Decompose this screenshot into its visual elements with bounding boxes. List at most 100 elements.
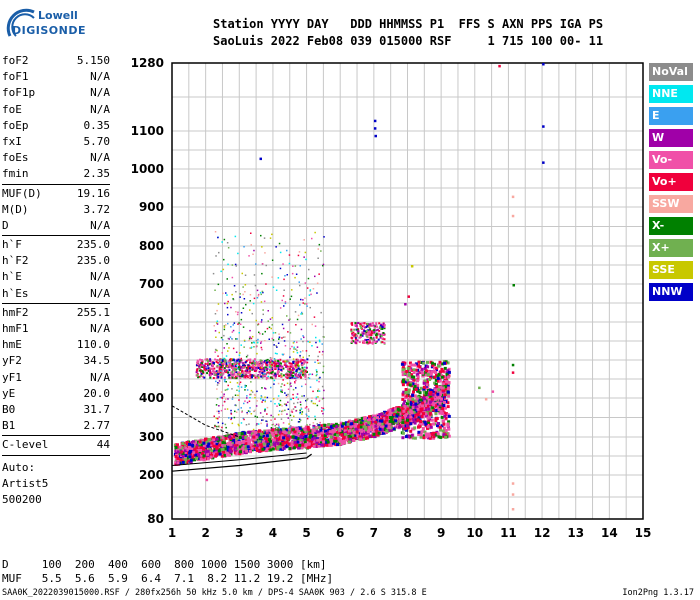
x-tick-label: 14 bbox=[601, 526, 618, 540]
param-value: 5.70 bbox=[83, 134, 111, 148]
param-row-yf1: yF1 N/A bbox=[2, 370, 110, 386]
param-value: N/A bbox=[90, 286, 110, 300]
y-tick-label: 700 bbox=[139, 277, 164, 291]
param-name: B0 bbox=[2, 402, 16, 416]
param-value: 19.16 bbox=[76, 186, 110, 200]
param-value: 44 bbox=[96, 438, 110, 452]
param-name: foEs bbox=[2, 151, 29, 165]
y-tick-label: 300 bbox=[139, 430, 164, 444]
param-name: hmF2 bbox=[2, 305, 29, 319]
muf-row: MUF 5.5 5.6 5.9 6.4 7.1 8.2 11.2 19.2 [M… bbox=[2, 572, 334, 585]
param-row-hf2: h`F2 235.0 bbox=[2, 253, 110, 269]
param-row-fof1p: foF1p N/A bbox=[2, 85, 110, 101]
legend-entry-x: X- bbox=[649, 217, 693, 235]
station-header: Station YYYY DAY DDD HHMMSS P1 FFS S AXN… bbox=[213, 16, 603, 50]
param-name: foE bbox=[2, 102, 22, 116]
param-name: hmF1 bbox=[2, 322, 29, 335]
param-row-yf2: yF2 34.5 bbox=[2, 353, 110, 369]
x-tick-label: 13 bbox=[567, 526, 584, 540]
param-row-clevel: C-level 44 bbox=[2, 437, 110, 453]
param-row-b0: B0 31.7 bbox=[2, 402, 110, 418]
y-tick-label: 80 bbox=[147, 512, 164, 526]
profile-line-upper bbox=[171, 452, 307, 466]
param-separator bbox=[2, 454, 110, 456]
x-tick-label: 3 bbox=[235, 526, 243, 540]
x-tick-label: 11 bbox=[500, 526, 517, 540]
legend-entry-e: E bbox=[649, 107, 693, 125]
param-row-mufd: MUF(D) 19.16 bbox=[2, 186, 110, 202]
muf-distance-table: D 100 200 400 600 800 1000 1500 3000 [km… bbox=[2, 558, 333, 586]
y-tick-label: 600 bbox=[139, 315, 164, 329]
param-row-foep: foEp 0.35 bbox=[2, 118, 110, 134]
param-value: 20.0 bbox=[83, 386, 111, 400]
plot-frame bbox=[171, 62, 644, 520]
y-tick-label: 400 bbox=[139, 391, 164, 405]
param-row-fxi: fxI 5.70 bbox=[2, 134, 110, 150]
param-row-d: D N/A bbox=[2, 218, 110, 234]
param-row-fof1: foF1 N/A bbox=[2, 69, 110, 85]
param-value: 235.0 bbox=[76, 254, 110, 268]
param-value: N/A bbox=[90, 370, 110, 384]
param-name: C-level bbox=[2, 438, 49, 452]
lowell-digisonde-logo bbox=[4, 6, 78, 42]
param-row-foes: foEs N/A bbox=[2, 150, 110, 166]
param-separator bbox=[2, 183, 110, 185]
true-height-profile-line bbox=[171, 453, 312, 472]
param-name: D bbox=[2, 218, 9, 232]
param-name: foEp bbox=[2, 118, 29, 132]
param-name: M(D) bbox=[2, 202, 29, 216]
param-separator bbox=[2, 435, 110, 437]
legend-entry-ssw: SSW bbox=[649, 195, 693, 213]
param-name: B1 bbox=[2, 419, 16, 433]
param-name: h`E bbox=[2, 270, 22, 284]
header-values: SaoLuis 2022 Feb08 039 015000 RSF 1 715 … bbox=[213, 34, 604, 48]
x-tick-label: 12 bbox=[534, 526, 551, 540]
legend-entry-vo: Vo+ bbox=[649, 173, 693, 191]
param-row-foe: foE N/A bbox=[2, 102, 110, 118]
x-tick-label: 8 bbox=[403, 526, 411, 540]
param-row-hf: h`F 235.0 bbox=[2, 237, 110, 253]
x-tick-label: 7 bbox=[370, 526, 378, 540]
param-name: yF1 bbox=[2, 370, 22, 384]
legend-entry-x: X+ bbox=[649, 239, 693, 257]
param-separator bbox=[2, 235, 110, 237]
param-name: fxI bbox=[2, 134, 22, 148]
y-tick-label: 1280 bbox=[131, 56, 164, 70]
param-value: 255.1 bbox=[76, 305, 110, 319]
param-row-b1: B1 2.77 bbox=[2, 418, 110, 434]
y-tick-label: 1000 bbox=[131, 162, 164, 176]
scaled-parameters-panel: foF2 5.150 foF1 N/A foF1p N/A foE N/A foEp 0.35 fx… bbox=[2, 53, 110, 508]
header-labels: Station YYYY DAY DDD HHMMSS P1 FFS S AXN… bbox=[213, 17, 604, 31]
profile-line-dashed bbox=[171, 405, 240, 438]
autoscale-line2: Artist5 bbox=[2, 476, 49, 490]
param-row-hme: hmE 110.0 bbox=[2, 337, 110, 353]
autoscale-line1: Auto: bbox=[2, 460, 36, 474]
param-value: 2.77 bbox=[83, 419, 111, 433]
autoscale-line3: 500200 bbox=[2, 492, 42, 506]
param-value: N/A bbox=[90, 86, 110, 100]
param-row-fmin: fmin 2.35 bbox=[2, 166, 110, 182]
param-value: N/A bbox=[90, 270, 110, 284]
param-value: 235.0 bbox=[76, 238, 110, 252]
distance-row: D 100 200 400 600 800 1000 1500 3000 [km… bbox=[2, 558, 327, 571]
legend-entry-vo: Vo- bbox=[649, 151, 693, 169]
x-tick-label: 2 bbox=[201, 526, 209, 540]
param-name: yF2 bbox=[2, 354, 22, 368]
param-value: N/A bbox=[90, 70, 110, 84]
software-version: Ion2Png 1.3.17 bbox=[622, 588, 694, 598]
param-name: h`F2 bbox=[2, 254, 29, 268]
param-name: yE bbox=[2, 386, 16, 400]
y-tick-label: 1100 bbox=[131, 124, 164, 138]
param-name: h`Es bbox=[2, 286, 29, 300]
param-row-hmf2: hmF2 255.1 bbox=[2, 305, 110, 321]
param-row-ye: yE 20.0 bbox=[2, 386, 110, 402]
param-name: h`F bbox=[2, 238, 22, 252]
logo-arc-icon bbox=[6, 8, 35, 37]
param-name: MUF(D) bbox=[2, 186, 42, 200]
param-separator bbox=[2, 302, 110, 304]
param-name: foF1p bbox=[2, 86, 36, 100]
x-tick-label: 9 bbox=[437, 526, 445, 540]
param-row-fof2: foF2 5.150 bbox=[2, 53, 110, 69]
logo-text-lowell: Lowell bbox=[38, 9, 78, 22]
